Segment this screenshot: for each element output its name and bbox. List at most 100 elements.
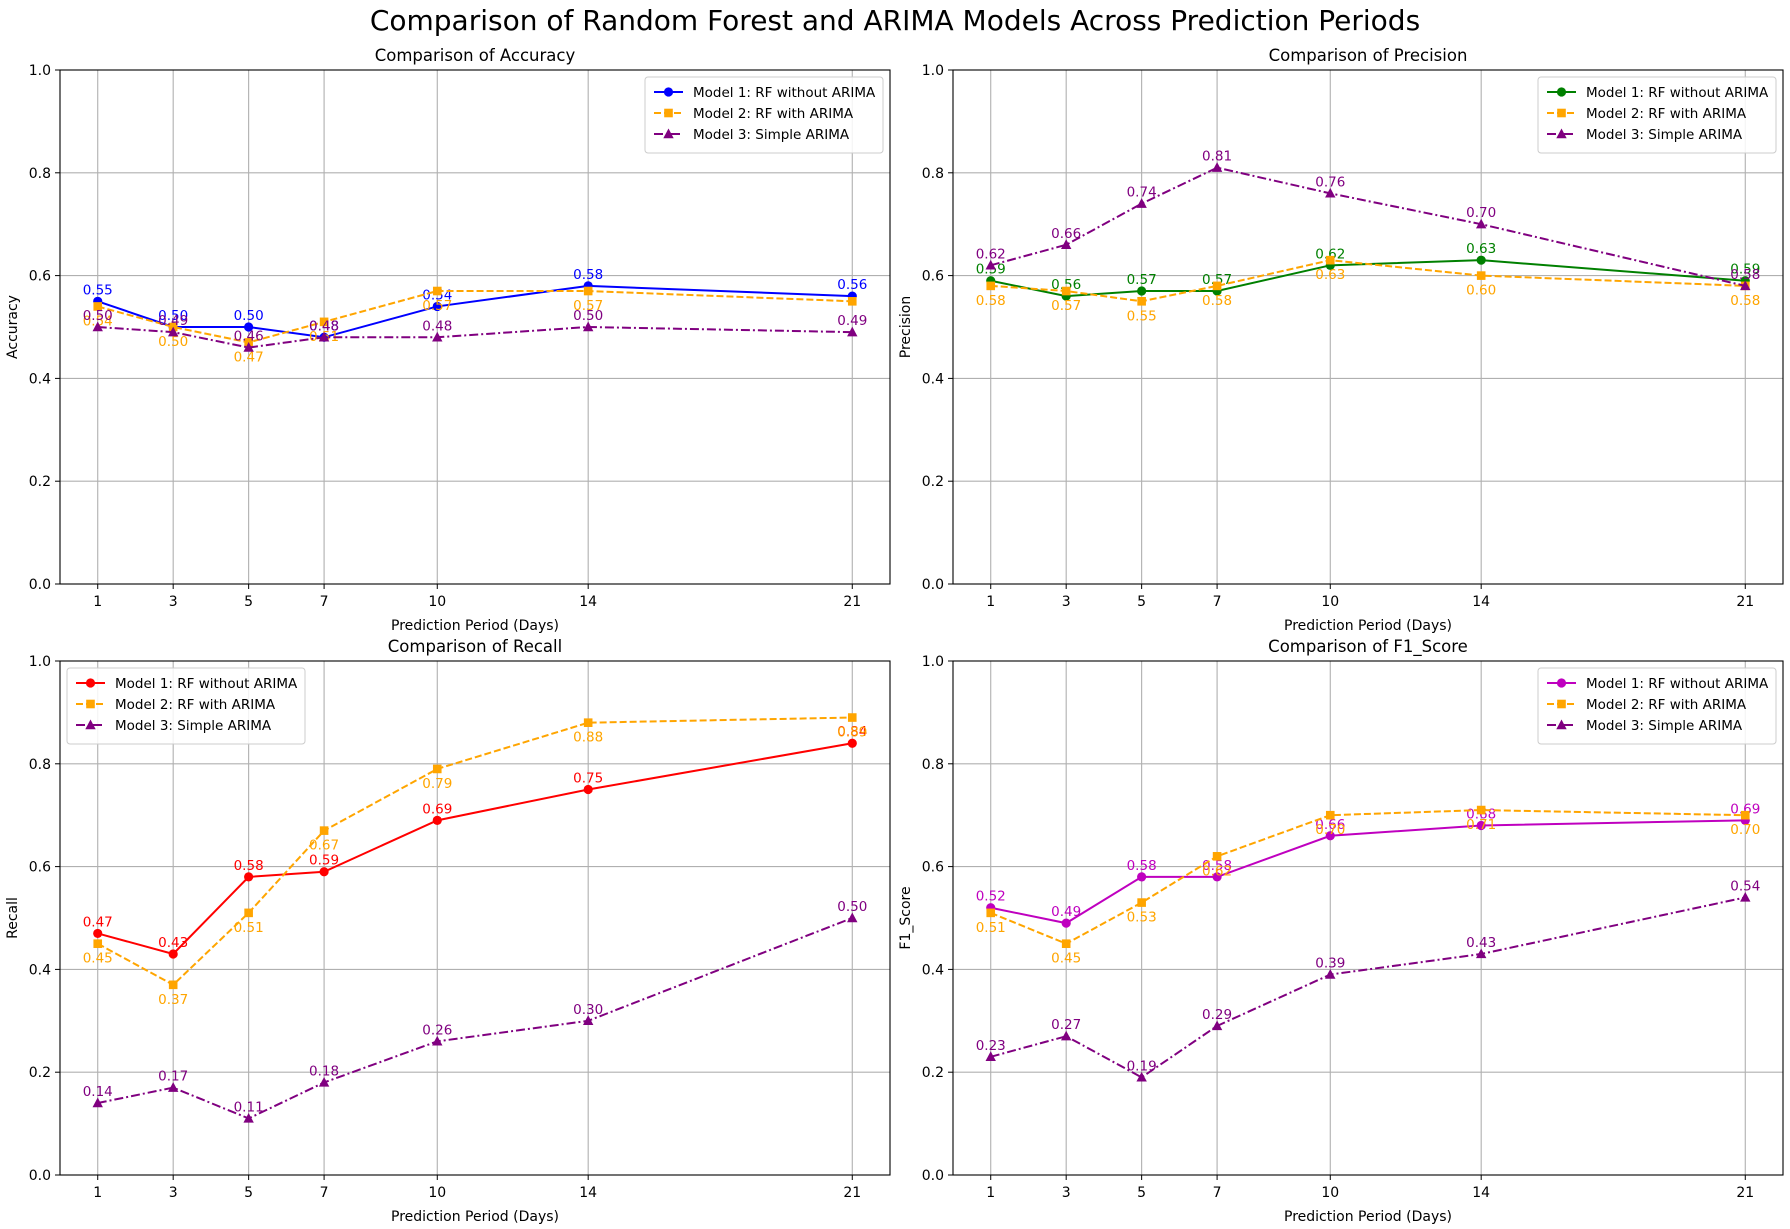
- legend: Model 1: RF without ARIMA Model 2: RF wit…: [1537, 76, 1777, 154]
- data-label: 0.63: [1315, 267, 1345, 283]
- y-tick-label: 0.0: [922, 1168, 944, 1184]
- series-line: [97, 284, 853, 339]
- data-point: [93, 928, 103, 939]
- data-label: 0.63: [1466, 241, 1496, 257]
- data-point: [1476, 805, 1486, 815]
- data-label: 0.89: [837, 725, 867, 741]
- data-label: 0.47: [234, 349, 264, 365]
- data-point: [1476, 820, 1486, 831]
- series-1: 0.590.56 0.57 0.570.62 0.630.59: [976, 241, 1760, 301]
- data-point: [244, 908, 253, 918]
- data-point: [1556, 719, 1567, 730]
- data-point: [1475, 218, 1487, 229]
- y-tick-label: 0.6: [922, 860, 944, 876]
- data-point: [1212, 852, 1222, 861]
- legend: Model 1: RF without ARIMA Model 2: RF wit…: [1537, 667, 1777, 745]
- data-point: [1137, 297, 1146, 306]
- data-label: 0.39: [1315, 956, 1345, 972]
- data-point: [986, 281, 996, 291]
- y-tick-label: 0.8: [29, 166, 51, 182]
- subplot-4: 1 3 5 7 10 14 21 0.0 0.2 0.4 0.6 0.8 1.0 Comparison o…: [898, 637, 1784, 1225]
- data-point: [1325, 810, 1335, 820]
- y-tick-label: 0.4: [29, 371, 51, 387]
- data-label: 0.51: [976, 920, 1006, 936]
- data-label: 0.48: [309, 318, 339, 334]
- data-point: [319, 826, 329, 835]
- y-tick-label: 0.6: [922, 269, 944, 285]
- subplot-2: 1 3 5 7 10 14 21 0.0 0.2 0.4 0.6 0.8 1.0 Comparison o…: [898, 46, 1784, 634]
- data-point: [1740, 280, 1751, 291]
- data-point: [582, 1015, 594, 1025]
- y-tick-label: 1.0: [29, 63, 51, 79]
- subplot-title: Comparison of Accuracy: [375, 46, 576, 65]
- data-label: 0.57: [1127, 272, 1157, 288]
- data-point: [1137, 898, 1146, 907]
- data-label: 0.29: [1202, 1007, 1232, 1023]
- data-label: 0.58: [976, 293, 1006, 309]
- data-point: [582, 321, 594, 332]
- series-3: 0.62 0.66 0.74 0.81 0.76 0.70 0.58: [976, 149, 1760, 291]
- data-label: 0.45: [1051, 951, 1081, 967]
- data-label: 0.50: [158, 334, 188, 350]
- data-point: [432, 1035, 443, 1046]
- data-point: [1060, 239, 1072, 249]
- series-line: [97, 716, 853, 987]
- data-label: 0.46: [234, 329, 264, 345]
- data-label: 0.50: [837, 899, 867, 915]
- data-point: [1740, 891, 1751, 902]
- data-label: 0.57: [573, 298, 603, 314]
- y-tick-label: 0.2: [922, 474, 944, 490]
- data-label: 0.59: [1730, 262, 1760, 278]
- data-point: [1061, 286, 1071, 296]
- series-3: 0.50 0.490.460.48 0.480.50 0.49: [83, 308, 867, 352]
- x-tick-label: 10: [428, 1185, 446, 1201]
- data-point: [663, 128, 674, 139]
- y-tick-label: 0.6: [29, 860, 51, 876]
- plot-frame: [59, 69, 891, 585]
- data-point: [1212, 281, 1222, 291]
- data-point: [244, 872, 254, 882]
- y-tick-label: 0.4: [922, 962, 944, 978]
- data-label: 0.52: [976, 889, 1006, 905]
- legend-entry: Model 2: RF with ARIMA: [1586, 697, 1747, 713]
- x-tick-label: 10: [1321, 1185, 1339, 1201]
- legend-entry: Model 3: Simple ARIMA: [1586, 127, 1743, 143]
- series-line: [97, 917, 853, 1120]
- data-label: 0.19: [1127, 1058, 1157, 1074]
- series-1: 0.47 0.43 0.58 0.59 0.69 0.75 0.84: [83, 724, 867, 959]
- series-line: [97, 325, 853, 349]
- data-point: [86, 699, 95, 709]
- x-tick-label: 7: [320, 1185, 329, 1201]
- data-label: 0.81: [1202, 149, 1232, 165]
- data-point: [168, 949, 178, 959]
- legend-box: [1537, 76, 1777, 154]
- legend-box: [644, 76, 884, 154]
- data-point: [318, 331, 330, 342]
- x-tick-label: 14: [579, 1185, 597, 1201]
- data-label: 0.48: [309, 318, 339, 334]
- y-axis-label: Recall: [5, 897, 21, 939]
- data-label: 0.62: [1315, 246, 1345, 262]
- data-point: [1060, 1030, 1072, 1041]
- x-tick-label: 1: [93, 1185, 102, 1201]
- x-tick-label: 1: [986, 1185, 995, 1201]
- legend: Model 1: RF without ARIMA Model 2: RF wit…: [644, 76, 884, 154]
- subplot-title: Comparison of F1_Score: [1268, 637, 1468, 657]
- data-point: [432, 286, 442, 296]
- x-axis-label: Prediction Period (Days): [391, 1209, 559, 1225]
- data-label: 0.74: [1127, 185, 1157, 201]
- y-tick-label: 1.0: [29, 654, 51, 670]
- data-label: 0.69: [422, 801, 452, 817]
- data-point: [664, 108, 673, 118]
- data-label: 0.54: [422, 287, 452, 303]
- data-point: [1136, 1071, 1147, 1082]
- series-line: [990, 166, 1746, 287]
- plot-frame: [952, 660, 1784, 1176]
- x-tick-label: 1: [986, 594, 995, 610]
- data-label: 0.58: [1127, 858, 1157, 874]
- data-point: [167, 1082, 179, 1092]
- y-tick-label: 0.6: [29, 269, 51, 285]
- x-tick-label: 3: [1062, 594, 1071, 610]
- data-label: 0.79: [422, 776, 452, 792]
- data-point: [243, 342, 254, 352]
